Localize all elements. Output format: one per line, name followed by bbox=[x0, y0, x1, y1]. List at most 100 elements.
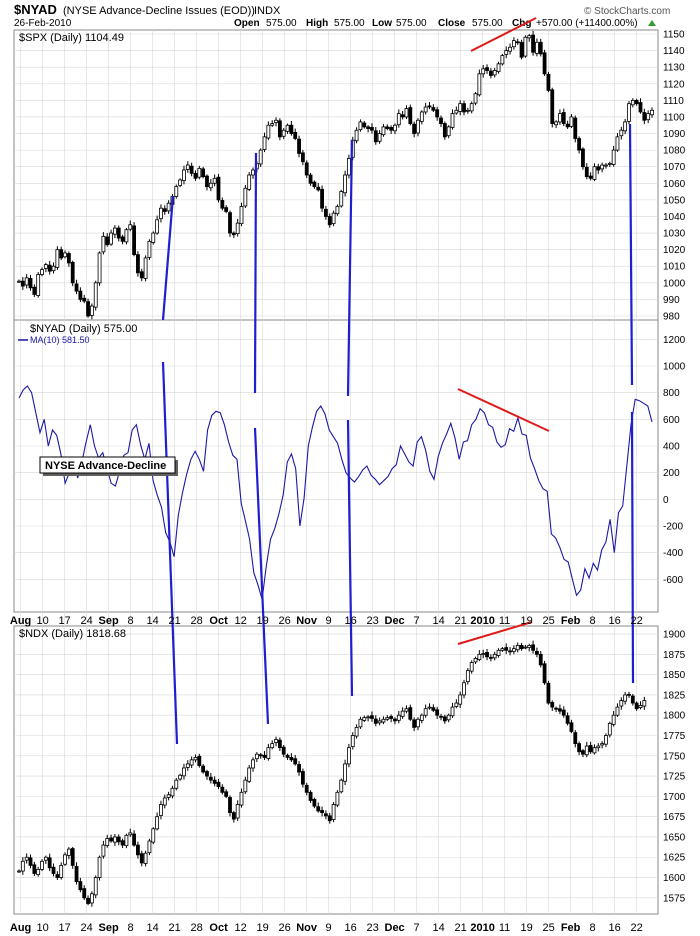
candle-body bbox=[132, 225, 136, 256]
x-tick-label: Dec bbox=[385, 615, 405, 627]
y-tick-label: 1020 bbox=[663, 245, 686, 256]
nyad-panel-frame bbox=[13, 319, 659, 613]
candle-body bbox=[151, 232, 156, 243]
x-tick-label: Feb bbox=[561, 615, 581, 627]
callout-text: NYSE Advance-Decline bbox=[45, 460, 166, 472]
candle-body bbox=[423, 106, 428, 113]
candle-body bbox=[120, 236, 125, 242]
candle-body bbox=[312, 181, 317, 188]
candle-body bbox=[28, 278, 33, 289]
x-tick-label: Nov bbox=[296, 922, 318, 934]
x-tick-label: 21 bbox=[168, 922, 180, 934]
candle-body bbox=[289, 757, 294, 761]
candle-body bbox=[51, 866, 56, 874]
candle-body bbox=[335, 791, 340, 806]
candle-body bbox=[600, 164, 605, 170]
y-tick-label: 200 bbox=[663, 468, 680, 479]
candle-body bbox=[596, 166, 601, 171]
candle-body bbox=[162, 797, 167, 806]
candle-body bbox=[465, 109, 470, 112]
candle-body bbox=[316, 186, 321, 191]
y-tick-label: 1150 bbox=[663, 30, 685, 41]
x-tick-label: Aug bbox=[10, 615, 31, 627]
nyad-title-text: $NYAD (Daily) 575.00 bbox=[30, 323, 137, 335]
candle-body bbox=[381, 718, 386, 723]
candle-body bbox=[63, 854, 67, 865]
candle-body bbox=[431, 107, 436, 111]
y-tick-label: 1575 bbox=[663, 893, 686, 904]
candle-body bbox=[604, 164, 608, 167]
x-tick-label: 16 bbox=[344, 922, 356, 934]
candle-body bbox=[231, 812, 236, 820]
candle-body bbox=[262, 754, 267, 758]
candle-body bbox=[228, 212, 232, 234]
candle-body bbox=[354, 726, 359, 737]
candle-body bbox=[120, 840, 125, 846]
candle-body bbox=[258, 754, 263, 757]
candle-body bbox=[147, 840, 152, 854]
candle-body bbox=[235, 804, 240, 819]
candle-body bbox=[481, 68, 486, 75]
x-tick-label: 23 bbox=[366, 922, 378, 934]
candle-body bbox=[538, 653, 543, 666]
x-tick-label: 17 bbox=[58, 615, 70, 627]
candle-body bbox=[220, 786, 225, 793]
candle-body bbox=[216, 781, 221, 788]
low-label: Low bbox=[372, 18, 392, 29]
candle-body bbox=[550, 702, 555, 708]
candle-body bbox=[404, 708, 409, 712]
candle-body bbox=[389, 716, 394, 719]
candle-body bbox=[212, 177, 217, 184]
y-tick-label: 1100 bbox=[663, 112, 685, 123]
candle-body bbox=[155, 219, 160, 234]
candle-body bbox=[377, 720, 382, 724]
candle-body bbox=[182, 169, 186, 181]
candle-body bbox=[581, 148, 585, 168]
x-tick-label: 22 bbox=[630, 615, 642, 627]
candle-body bbox=[358, 718, 363, 728]
candle-body bbox=[201, 765, 206, 773]
x-tick-label: 8 bbox=[128, 922, 134, 934]
candle-body bbox=[70, 261, 75, 284]
candle-body bbox=[492, 70, 497, 76]
x-tick-label: Oct bbox=[209, 615, 228, 627]
candle-body bbox=[47, 264, 52, 272]
candle-body bbox=[74, 866, 79, 882]
candle-body bbox=[55, 874, 60, 878]
ndx-panel-frame bbox=[13, 625, 659, 915]
candle-body bbox=[462, 682, 466, 696]
candle-body bbox=[535, 41, 539, 54]
candle-body bbox=[619, 129, 624, 137]
candle-body bbox=[477, 73, 482, 96]
y-tick-label: 1625 bbox=[663, 853, 686, 864]
candle-body bbox=[596, 745, 601, 749]
candle-body bbox=[623, 694, 628, 702]
x-tick-label: 26 bbox=[278, 615, 290, 627]
candle-body bbox=[511, 648, 516, 652]
divergence-connector bbox=[628, 123, 634, 386]
candle-body bbox=[266, 124, 271, 139]
candle-body bbox=[289, 124, 294, 134]
y-tick-label: 600 bbox=[663, 415, 680, 426]
candle-body bbox=[174, 779, 179, 789]
candle-body bbox=[20, 860, 25, 872]
candle-body bbox=[577, 138, 582, 151]
x-tick-label: Aug bbox=[10, 922, 31, 934]
candle-body bbox=[634, 702, 639, 710]
candle-body bbox=[581, 750, 585, 755]
y-tick-label: 1090 bbox=[663, 129, 686, 140]
candle-body bbox=[561, 709, 566, 716]
candle-body bbox=[277, 120, 282, 138]
candle-body bbox=[178, 179, 183, 186]
x-tick-label: 2010 bbox=[470, 615, 494, 627]
candle-body bbox=[166, 202, 171, 212]
candle-body bbox=[297, 138, 301, 154]
candle-body bbox=[419, 714, 424, 721]
high-label: High bbox=[306, 18, 328, 29]
candle-body bbox=[347, 747, 351, 765]
candle-body bbox=[197, 167, 202, 178]
low-value: 575.00 bbox=[396, 18, 427, 29]
candle-body bbox=[458, 103, 463, 112]
candle-body bbox=[370, 715, 374, 719]
